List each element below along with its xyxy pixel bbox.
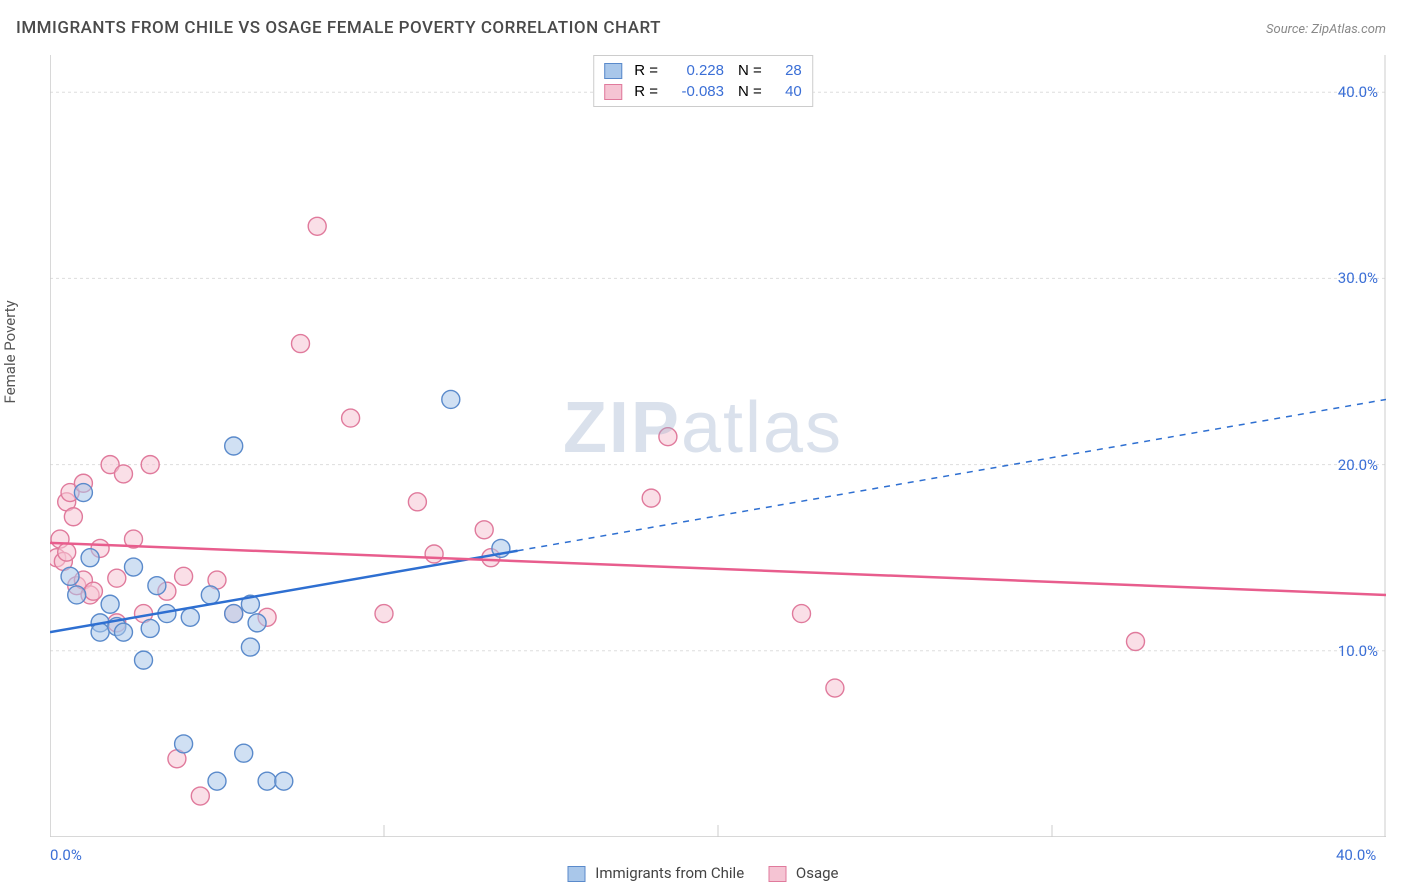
swatch-chile: [568, 866, 586, 882]
legend-row: R = -0.083 N = 40: [604, 81, 802, 102]
legend-swatch: [604, 84, 622, 100]
correlation-legend: R = 0.228 N = 28 R = -0.083 N = 40: [593, 55, 813, 107]
series-legend: Immigrants from Chile Osage: [568, 864, 839, 882]
y-axis-label: Female Poverty: [1, 300, 19, 403]
y-tick-label: 20.0%: [1338, 456, 1378, 474]
chart-title: IMMIGRANTS FROM CHILE VS OSAGE FEMALE PO…: [16, 18, 661, 38]
y-tick-label: 40.0%: [1338, 83, 1378, 101]
y-tick-label: 10.0%: [1338, 642, 1378, 660]
legend-item-osage: Osage: [768, 864, 838, 882]
scatter-plot: [50, 55, 1386, 837]
swatch-osage: [768, 866, 786, 882]
legend-swatch: [604, 63, 622, 79]
legend-item-chile: Immigrants from Chile: [568, 864, 745, 882]
legend-row: R = 0.228 N = 28: [604, 60, 802, 81]
x-tick-label: 0.0%: [50, 846, 82, 864]
x-tick-label: 40.0%: [1336, 846, 1376, 864]
y-tick-label: 30.0%: [1338, 269, 1378, 287]
source-attribution: Source: ZipAtlas.com: [1266, 22, 1386, 37]
